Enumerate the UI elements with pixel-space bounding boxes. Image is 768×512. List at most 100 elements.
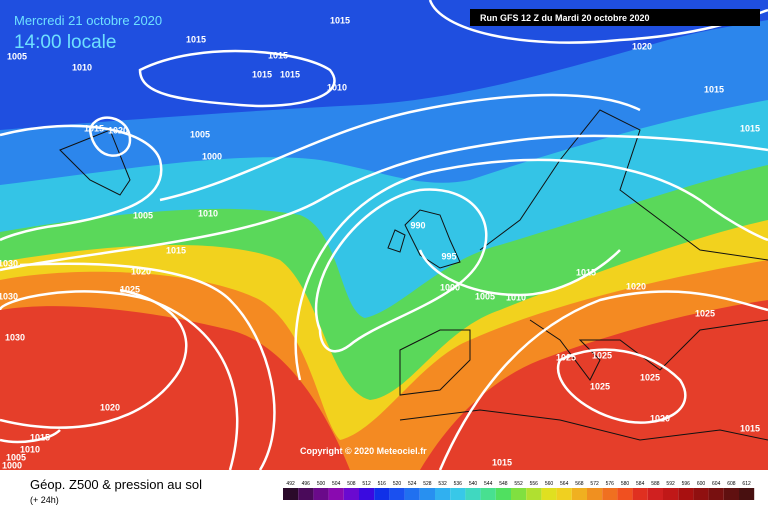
scale-cell <box>359 488 375 500</box>
isobars <box>0 0 768 471</box>
scale-label: 552 <box>514 481 523 487</box>
scale-label: 560 <box>545 481 554 487</box>
scale-label: 596 <box>682 481 691 487</box>
scale-label: 544 <box>484 481 493 487</box>
copyright: Copyright © 2020 Meteociel.fr <box>300 446 427 456</box>
isobar-label: 1010 <box>327 82 347 92</box>
isobar-label: 1020 <box>626 281 646 291</box>
scale-label: 592 <box>666 481 675 487</box>
scale-label: 608 <box>727 481 736 487</box>
scale-cell <box>571 488 587 500</box>
isobar-label: 1025 <box>120 284 140 294</box>
scale-label: 504 <box>332 481 341 487</box>
isobar-label: 1030 <box>0 258 18 268</box>
scale-cell <box>389 488 405 500</box>
scale-cell <box>587 488 603 500</box>
scale-label: 584 <box>636 481 645 487</box>
isobar-label: 1015 <box>576 267 596 277</box>
scale-label: 540 <box>469 481 478 487</box>
isobar-label: 1015 <box>704 84 724 94</box>
isobar-label: 1020 <box>100 402 120 412</box>
isobar-label: 1005 <box>475 291 495 301</box>
isobar-label: 1020 <box>131 266 151 276</box>
scale-cell <box>435 488 451 500</box>
map-time: 14:00 locale <box>14 32 116 53</box>
isobar-label: 1015 <box>30 432 50 442</box>
scale-label: 500 <box>317 481 326 487</box>
scale-label: 520 <box>393 481 402 487</box>
scale-cell <box>723 488 739 500</box>
scale-label: 496 <box>302 481 311 487</box>
scale-cell <box>541 488 557 500</box>
color-scale: 492 496 500 504 508 512 516 520 524 528 532 536 540 5… <box>283 481 755 500</box>
scale-label: 516 <box>378 481 387 487</box>
scale-label: 576 <box>606 481 615 487</box>
isobar-label: 1015 <box>166 245 186 255</box>
scale-label: 548 <box>499 481 508 487</box>
isobar-label: 1025 <box>695 308 715 318</box>
scale-cell <box>419 488 435 500</box>
scale-label: 508 <box>347 481 356 487</box>
scale-label: 600 <box>697 481 706 487</box>
scale-cell <box>632 488 648 500</box>
isobar-label: 1015 <box>186 34 206 44</box>
scale-cell <box>283 488 299 500</box>
run-box <box>470 9 760 26</box>
scale-cell <box>313 488 329 500</box>
scale-cell <box>404 488 420 500</box>
scale-label: 512 <box>362 481 371 487</box>
scale-cell <box>708 488 724 500</box>
scale-cell <box>663 488 679 500</box>
scale-cell <box>495 488 511 500</box>
isobar-label: 1030 <box>0 291 18 301</box>
isobar-label: 1015 <box>740 123 760 133</box>
isobar-label: 1025 <box>556 352 576 362</box>
isobar-label: 990 <box>410 220 425 230</box>
scale-cell <box>617 488 633 500</box>
scale-cell <box>678 488 694 500</box>
scale-cell <box>647 488 663 500</box>
isobar-label: 1025 <box>592 350 612 360</box>
isobar-label: 1015 <box>252 69 272 79</box>
isobar-label: 1025 <box>590 381 610 391</box>
coastlines <box>59 109 768 441</box>
isobar-label: 1015 <box>330 15 350 25</box>
scale-cell <box>511 488 527 500</box>
footer-lead: (+ 24h) <box>30 495 59 505</box>
scale-cell <box>602 488 618 500</box>
isobar-label: 1000 <box>440 282 460 292</box>
isobar-label: 1025 <box>640 372 660 382</box>
scale-label: 524 <box>408 481 417 487</box>
isobar-label: 1005 <box>7 51 27 61</box>
scale-label: 588 <box>651 481 660 487</box>
isobar-label: 1020 <box>650 413 670 423</box>
scale-label: 492 <box>286 481 295 487</box>
isobar-label: 1020 <box>108 125 128 135</box>
isobar-label: 1020 <box>632 41 652 51</box>
isobar-label: 1015 <box>84 123 104 133</box>
scale-cell <box>480 488 496 500</box>
band-deep-blue <box>0 0 768 130</box>
isobar-label: 1015 <box>280 69 300 79</box>
isobar-label: 1015 <box>740 423 760 433</box>
scale-label: 568 <box>575 481 584 487</box>
map-date: Mercredi 21 octobre 2020 <box>14 13 162 28</box>
scale-label: 572 <box>590 481 599 487</box>
footer-title: Géop. Z500 & pression au sol <box>30 477 202 492</box>
scale-cell <box>465 488 481 500</box>
isobar-label: 1015 <box>268 50 288 60</box>
scale-label: 604 <box>712 481 721 487</box>
isobar-label: 1030 <box>5 332 25 342</box>
isobar-label: 1010 <box>72 62 92 72</box>
scale-label: 564 <box>560 481 569 487</box>
scale-cell <box>450 488 466 500</box>
scale-cell <box>298 488 314 500</box>
scale-label: 556 <box>530 481 539 487</box>
isobar-label: 1015 <box>492 457 512 467</box>
isobar-label: 1010 <box>20 444 40 454</box>
scale-cell <box>343 488 359 500</box>
scale-cell <box>556 488 572 500</box>
scale-label: 580 <box>621 481 630 487</box>
scale-cell <box>693 488 709 500</box>
